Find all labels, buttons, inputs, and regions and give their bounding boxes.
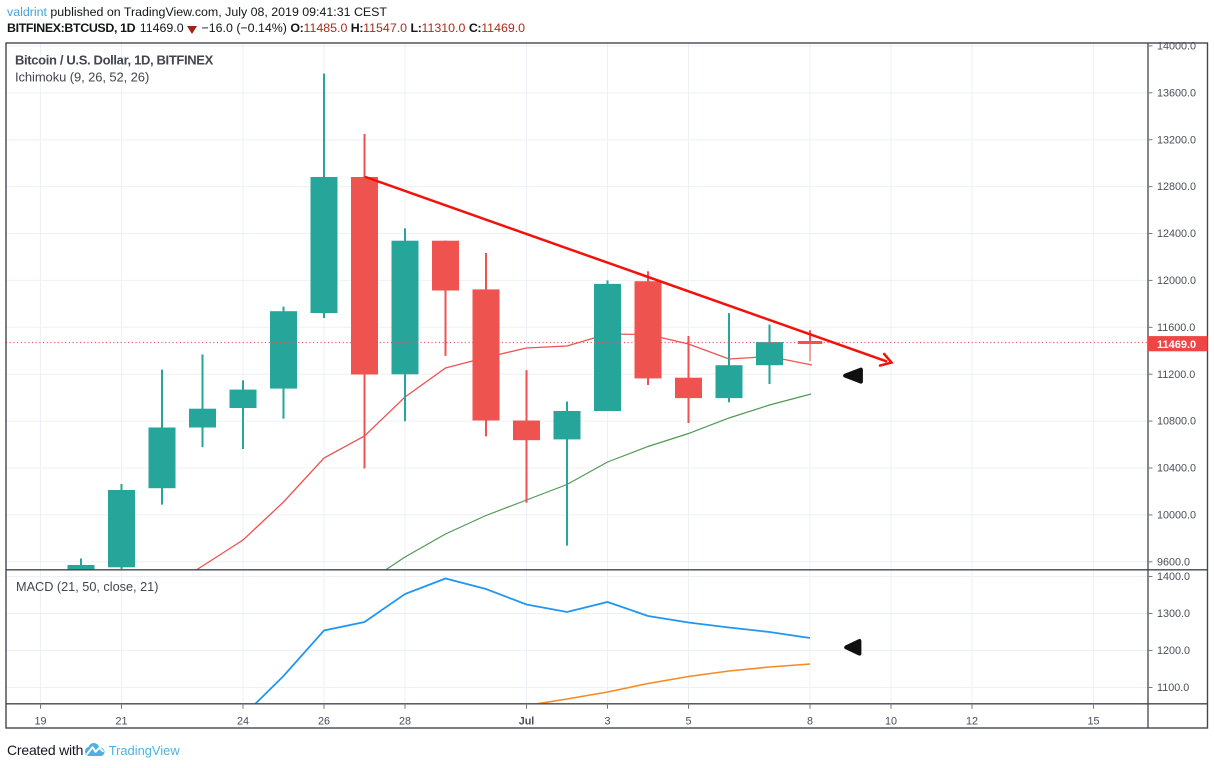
- svg-text:13200.0: 13200.0: [1157, 134, 1196, 146]
- svg-text:5: 5: [685, 716, 691, 728]
- svg-text:1400.0: 1400.0: [1157, 571, 1190, 583]
- svg-text:1100.0: 1100.0: [1157, 682, 1189, 694]
- svg-text:28: 28: [399, 716, 411, 728]
- svg-text:21: 21: [115, 716, 127, 728]
- svg-text:19: 19: [34, 716, 46, 728]
- svg-text:Ichimoku (9, 26, 52, 26): Ichimoku (9, 26, 52, 26): [15, 70, 149, 85]
- svg-text:11600.0: 11600.0: [1157, 322, 1195, 334]
- svg-text:12000.0: 12000.0: [1157, 275, 1196, 287]
- svg-text:3: 3: [604, 716, 610, 728]
- svg-text:Bitcoin / U.S. Dollar, 1D, BIT: Bitcoin / U.S. Dollar, 1D, BITFINEX: [15, 53, 214, 68]
- svg-text:12800.0: 12800.0: [1157, 181, 1196, 193]
- svg-text:10: 10: [885, 716, 897, 728]
- svg-text:11469.0: 11469.0: [1157, 339, 1196, 351]
- svg-text:10000.0: 10000.0: [1157, 510, 1196, 522]
- svg-text:12400.0: 12400.0: [1157, 228, 1196, 240]
- svg-text:10400.0: 10400.0: [1157, 463, 1196, 475]
- svg-text:1200.0: 1200.0: [1157, 645, 1190, 657]
- svg-text:Jul: Jul: [519, 716, 535, 728]
- svg-text:13600.0: 13600.0: [1157, 87, 1196, 99]
- svg-text:9600.0: 9600.0: [1157, 556, 1190, 568]
- svg-text:14000.0: 14000.0: [1157, 41, 1196, 53]
- svg-text:15: 15: [1087, 716, 1099, 728]
- svg-text:12: 12: [966, 716, 978, 728]
- svg-text:8: 8: [807, 716, 813, 728]
- svg-text:11200.0: 11200.0: [1157, 369, 1195, 381]
- svg-text:24: 24: [237, 716, 249, 728]
- svg-text:1300.0: 1300.0: [1157, 608, 1190, 620]
- svg-text:26: 26: [318, 716, 330, 728]
- svg-text:MACD (21, 50, close, 21): MACD (21, 50, close, 21): [16, 580, 158, 594]
- svg-text:10800.0: 10800.0: [1157, 416, 1196, 428]
